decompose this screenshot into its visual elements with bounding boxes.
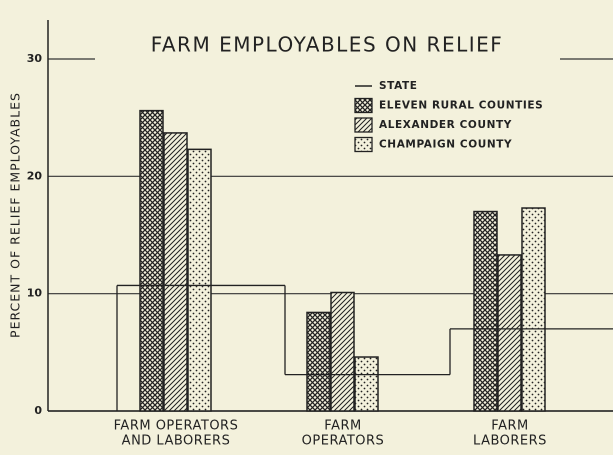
legend-swatch [354, 97, 373, 114]
y-axis-label: PERCENT OF RELIEF EMPLOYABLES [8, 92, 23, 338]
x-tick-label: FARM OPERATORS [114, 419, 239, 434]
y-tick-label: 30 [27, 52, 43, 65]
bar [139, 109, 164, 412]
bar [473, 210, 498, 412]
bar [163, 132, 188, 412]
title-backdrop [95, 28, 560, 64]
x-tick-label: AND LABORERS [122, 434, 231, 449]
y-tick-label: 0 [34, 404, 42, 417]
bar [187, 148, 212, 412]
x-tick-label: OPERATORS [302, 434, 385, 449]
legend-label: ALEXANDER COUNTY [379, 119, 512, 131]
bar [354, 356, 379, 412]
x-tick-label: FARM [324, 419, 361, 434]
y-tick-label: 10 [27, 287, 43, 300]
legend-label: ELEVEN RURAL COUNTIES [379, 100, 543, 112]
bar [306, 311, 331, 412]
chart-title: FARM EMPLOYABLES ON RELIEF [151, 33, 504, 57]
bar [330, 291, 355, 412]
legend-label: STATE [379, 80, 418, 92]
y-tick-label: 20 [27, 169, 43, 182]
x-tick-label: LABORERS [473, 434, 547, 449]
bar [521, 207, 546, 412]
x-tick-label: FARM [491, 419, 528, 434]
bar [497, 254, 522, 412]
legend-swatch [354, 136, 373, 153]
legend-label: CHAMPAIGN COUNTY [379, 139, 512, 151]
legend-swatch [354, 117, 373, 133]
